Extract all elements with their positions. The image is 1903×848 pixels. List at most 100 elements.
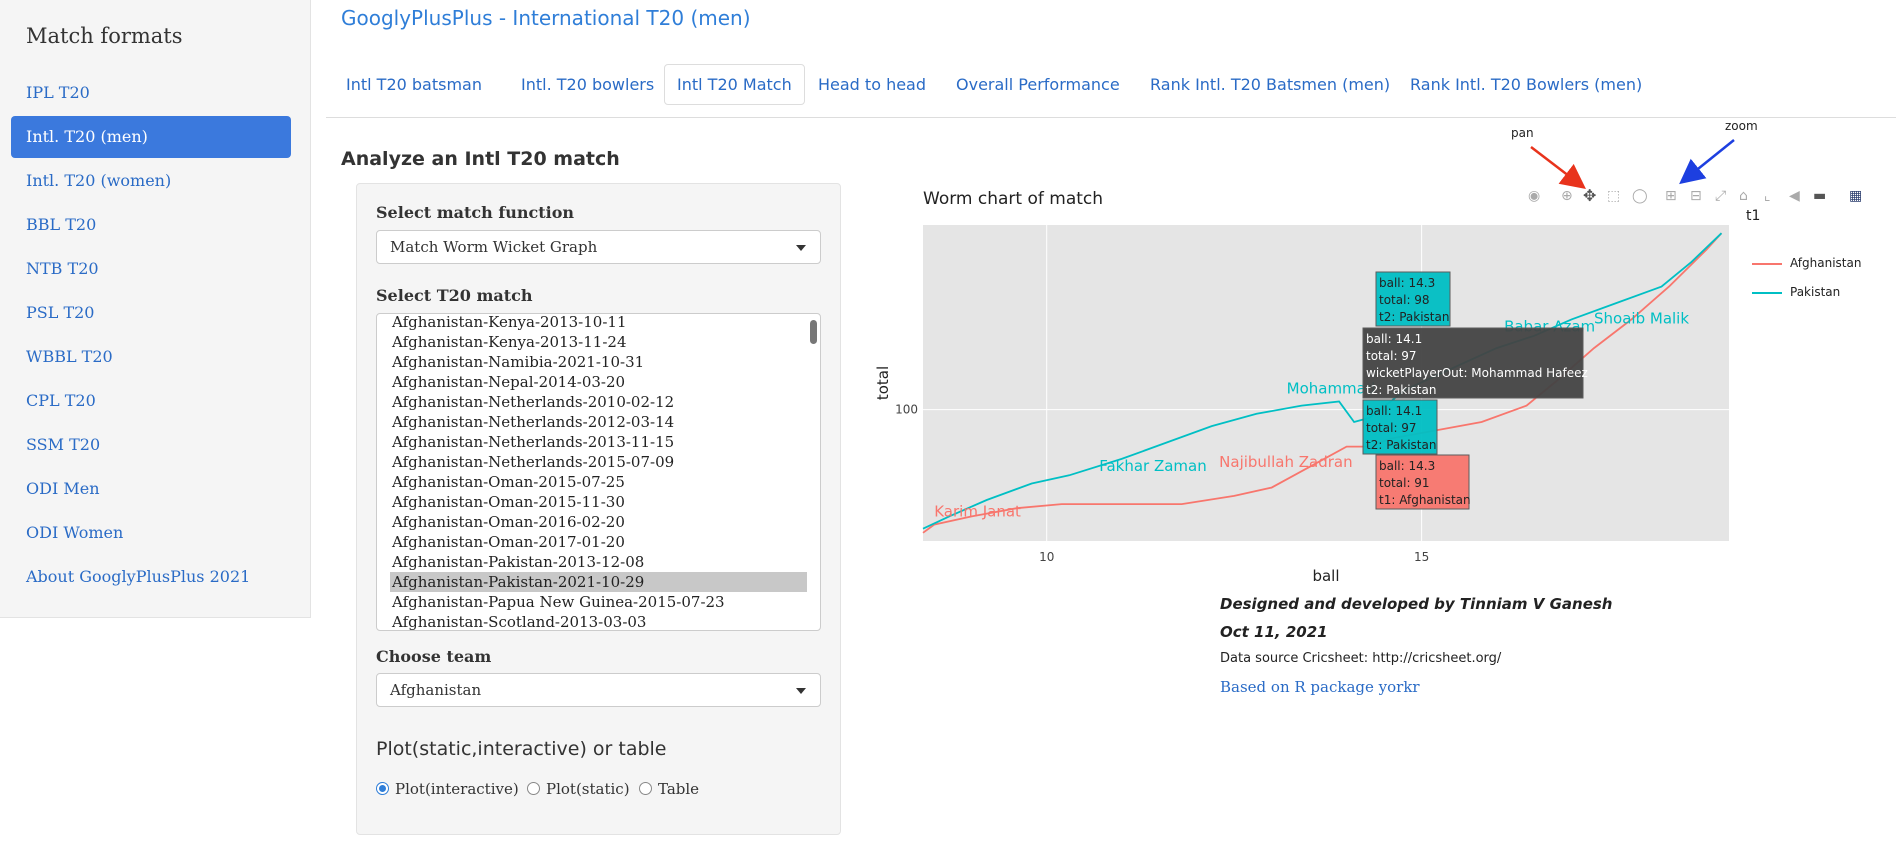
radio-checked-icon[interactable] xyxy=(376,782,389,795)
tooltip-box xyxy=(1362,399,1438,455)
tooltip-text: total: 91 xyxy=(1379,476,1430,490)
tooltip-text: ball: 14.1 xyxy=(1366,404,1422,418)
tooltip-text: total: 98 xyxy=(1379,293,1430,307)
list-item[interactable]: Afghanistan-Oman-2015-11-30 xyxy=(392,493,625,511)
match-function-select[interactable]: Match Worm Wicket Graph xyxy=(376,230,821,264)
tooltip-text: t2: Pakistan xyxy=(1366,438,1436,452)
match-listbox[interactable]: Afghanistan-Kenya-2013-10-11 Afghanistan… xyxy=(376,313,821,631)
sidebar-item-intl-t20-men[interactable]: Intl. T20 (men) xyxy=(11,116,291,158)
chart-title: Worm chart of match xyxy=(923,189,1104,209)
legend-item-pakistan[interactable]: Pakistan xyxy=(1752,284,1840,300)
list-item[interactable]: Afghanistan-Namibia-2021-10-31 xyxy=(392,353,645,371)
list-item[interactable]: Afghanistan-Nepal-2014-03-20 xyxy=(392,373,626,391)
list-item[interactable]: Afghanistan-Scotland-2013-03-03 xyxy=(392,613,647,631)
tooltip-text: total: 97 xyxy=(1366,421,1417,435)
chevron-down-icon xyxy=(796,245,806,251)
series-lines xyxy=(922,232,1723,534)
tab-rank-batsmen[interactable]: Rank Intl. T20 Batsmen (men) xyxy=(1150,75,1391,94)
legend-label: Pakistan xyxy=(1790,285,1841,299)
radio-label: Plot(static) xyxy=(546,780,630,798)
sidebar-item-odi-women[interactable]: ODI Women xyxy=(26,523,124,542)
list-item[interactable]: Afghanistan-Kenya-2013-10-11 xyxy=(392,313,627,331)
tooltip-box xyxy=(1362,327,1584,399)
credit-yorkr-link[interactable]: Based on R package yorkr xyxy=(1220,678,1420,696)
app-title: GooglyPlusPlus - International T20 (men) xyxy=(341,6,751,30)
sidebar: Match formats IPL T20 Intl. T20 (men) In… xyxy=(0,0,311,618)
match-select-label: Select T20 match xyxy=(376,286,533,305)
sidebar-item-ipl-t20[interactable]: IPL T20 xyxy=(26,83,90,102)
legend-swatch xyxy=(1752,262,1782,265)
team-value: Afghanistan xyxy=(390,681,482,699)
tab-intl-t20-bowlers[interactable]: Intl. T20 bowlers xyxy=(521,75,655,94)
section-title: Analyze an Intl T20 match xyxy=(341,148,620,170)
list-item[interactable]: Afghanistan-Netherlands-2015-07-09 xyxy=(392,453,675,471)
box-select-icon[interactable]: ⬚ xyxy=(1607,188,1621,204)
listbox-scrollbar[interactable] xyxy=(810,320,817,344)
hover-tooltips: ball: 14.3 total: 98 t2: Pakistan ball: 14.… xyxy=(1362,271,1588,510)
spike-lines-icon[interactable]: ⌞ xyxy=(1764,188,1771,204)
list-item[interactable]: Afghanistan-Oman-2015-07-25 xyxy=(392,473,625,491)
team-label: Choose team xyxy=(376,647,492,666)
sidebar-item-wbbl-t20[interactable]: WBBL T20 xyxy=(26,347,113,366)
tab-intl-t20-match[interactable]: Intl T20 Match xyxy=(664,64,805,105)
credit-data-source: Data source Cricsheet: http://cricsheet.… xyxy=(1220,651,1502,666)
camera-icon[interactable]: ◉ xyxy=(1528,188,1541,204)
hover-compare-icon[interactable]: ▬ xyxy=(1813,188,1827,204)
sidebar-item-psl-t20[interactable]: PSL T20 xyxy=(26,303,95,322)
plot-area[interactable] xyxy=(923,225,1729,541)
list-item[interactable]: Afghanistan-Oman-2016-02-20 xyxy=(392,513,625,531)
sidebar-item-ntb-t20[interactable]: NTB T20 xyxy=(26,259,99,278)
list-item[interactable]: Afghanistan-Netherlands-2013-11-15 xyxy=(392,433,675,451)
tab-intl-t20-batsman[interactable]: Intl T20 batsman xyxy=(346,75,482,94)
radio-table[interactable]: Table xyxy=(639,779,699,799)
sidebar-item-odi-men[interactable]: ODI Men xyxy=(26,479,100,498)
tooltip-text: t1: Afghanistan xyxy=(1379,493,1471,507)
sidebar-item-cpl-t20[interactable]: CPL T20 xyxy=(26,391,96,410)
zoom-icon[interactable]: ⊕ xyxy=(1561,188,1573,204)
credit-date: Oct 11, 2021 xyxy=(1220,623,1328,641)
list-item-selected[interactable]: Afghanistan-Pakistan-2021-10-29 xyxy=(390,572,807,592)
player-label: Fakhar Zaman xyxy=(1099,457,1207,475)
autoscale-icon[interactable]: ⤢ xyxy=(1715,188,1727,204)
radio-label: Table xyxy=(658,780,700,798)
zoom-in-icon[interactable]: ⊞ xyxy=(1665,188,1677,204)
output-type-heading: Plot(static,interactive) or table xyxy=(376,738,667,760)
radio-plot-static[interactable]: Plot(static) xyxy=(527,779,630,799)
legend-label: Afghanistan xyxy=(1790,256,1862,270)
tab-overall-performance[interactable]: Overall Performance xyxy=(956,75,1120,94)
tooltip-text: ball: 14.3 xyxy=(1379,276,1435,290)
list-item[interactable]: Afghanistan-Oman-2017-01-20 xyxy=(392,533,625,551)
credit-author: Designed and developed by Tinniam V Gane… xyxy=(1220,595,1613,613)
y-tick-label: 100 xyxy=(895,403,918,417)
list-item[interactable]: Afghanistan-Pakistan-2013-12-08 xyxy=(392,553,645,571)
sidebar-item-intl-t20-women[interactable]: Intl. T20 (women) xyxy=(26,171,172,190)
radio-icon[interactable] xyxy=(527,782,540,795)
radio-plot-interactive[interactable]: Plot(interactive) xyxy=(376,779,519,799)
axes: 10 15 100 ball total xyxy=(874,366,1429,585)
series-line-pakistan xyxy=(922,232,1723,530)
zoom-out-icon[interactable]: ⊟ xyxy=(1690,188,1702,204)
player-label: Mohammad xyxy=(1287,379,1376,397)
sidebar-item-about[interactable]: About GooglyPlusPlus 2021 xyxy=(26,567,251,586)
legend-item-afghanistan[interactable]: Afghanistan xyxy=(1752,255,1861,271)
team-select[interactable]: Afghanistan xyxy=(376,673,821,707)
chevron-down-icon xyxy=(796,688,806,694)
radio-label: Plot(interactive) xyxy=(395,780,519,798)
tab-head-to-head[interactable]: Head to head xyxy=(818,75,927,94)
zoom-arrow xyxy=(1679,139,1735,185)
list-item[interactable]: Afghanistan-Netherlands-2010-02-12 xyxy=(392,393,675,411)
sidebar-item-bbl-t20[interactable]: BBL T20 xyxy=(26,215,97,234)
list-item[interactable]: Afghanistan-Papua New Guinea-2015-07-23 xyxy=(392,593,725,611)
player-labels: Karim Janat Najibullah Zadran Fakhar Zaman… xyxy=(934,309,1689,520)
radio-icon[interactable] xyxy=(639,782,652,795)
pan-icon[interactable]: ✥ xyxy=(1583,186,1597,205)
list-item[interactable]: Afghanistan-Kenya-2013-11-24 xyxy=(392,333,627,351)
plotly-logo-icon[interactable]: ▦ xyxy=(1849,188,1863,204)
reset-axes-icon[interactable]: ⌂ xyxy=(1739,188,1748,204)
sidebar-item-ssm-t20[interactable]: SSM T20 xyxy=(26,435,101,454)
hover-closest-icon[interactable]: ◀ xyxy=(1789,188,1800,204)
tab-rank-bowlers[interactable]: Rank Intl. T20 Bowlers (men) xyxy=(1410,75,1643,94)
list-item[interactable]: Afghanistan-Netherlands-2012-03-14 xyxy=(392,413,675,431)
lasso-icon[interactable]: ◯ xyxy=(1632,188,1648,204)
